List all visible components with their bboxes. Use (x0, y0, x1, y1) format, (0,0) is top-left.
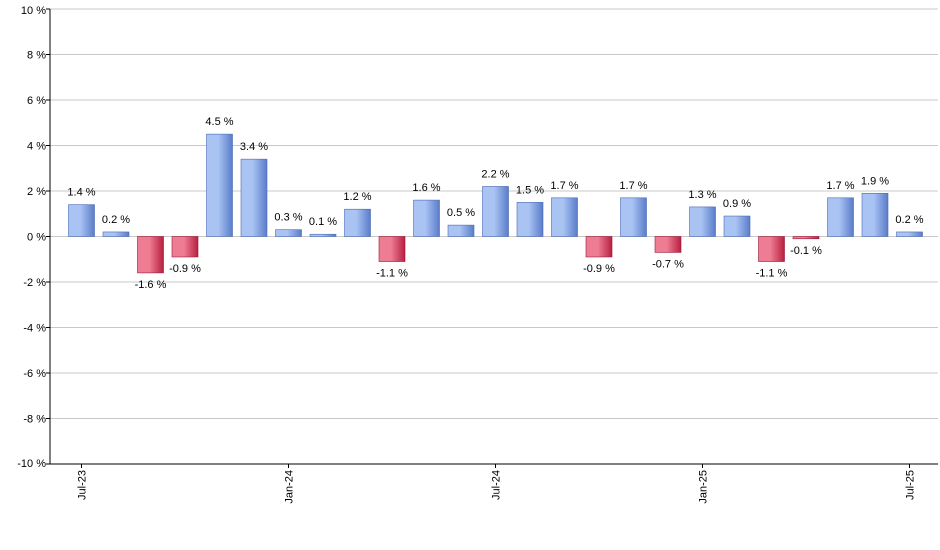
bar (827, 197, 854, 237)
x-axis-tick-labels: Jul-23 Jan-24 Jul-24 Jan-25 Jul-25 (77, 470, 917, 504)
y-axis-tick-label: 4 % (27, 141, 46, 153)
y-axis-tick-label: 10 % (21, 5, 46, 17)
bar (689, 206, 716, 237)
x-axis-tick-label: Jan-25 (698, 470, 710, 504)
x-axis-tick-label: Jan-24 (284, 470, 296, 504)
data-label: -1.1 % (756, 268, 788, 280)
data-label: 2.2 % (481, 168, 509, 180)
data-label: 0.9 % (723, 198, 751, 210)
data-label: 1.5 % (516, 184, 544, 196)
data-label: 1.2 % (343, 191, 371, 203)
y-axis-tick-label: 0 % (27, 232, 46, 244)
data-label: 1.6 % (412, 182, 440, 194)
bar (654, 236, 682, 253)
data-label: 1.7 % (619, 180, 647, 192)
bar (585, 236, 613, 258)
bar (240, 158, 268, 237)
bar (171, 236, 199, 258)
bar (68, 204, 95, 237)
data-label: 0.2 % (102, 214, 130, 226)
bar (275, 229, 302, 237)
bar (309, 233, 337, 237)
bar (758, 236, 785, 262)
bar (137, 236, 164, 274)
bar (896, 231, 923, 237)
data-label: 3.4 % (240, 141, 268, 153)
bar (413, 199, 440, 237)
data-label: -0.9 % (583, 263, 615, 275)
data-label: 1.3 % (688, 189, 716, 201)
data-label: -0.1 % (790, 245, 822, 257)
data-label: -0.7 % (652, 258, 684, 270)
y-axis-tick-label: -4 % (23, 323, 46, 335)
data-label: -0.9 % (169, 263, 201, 275)
axes (46, 8, 938, 468)
bar (551, 197, 578, 237)
data-label: 1.7 % (826, 180, 854, 192)
data-label: -1.6 % (135, 279, 167, 291)
bar (206, 133, 233, 237)
data-label: 0.3 % (274, 212, 302, 224)
bar (516, 202, 544, 237)
y-axis-tick-label: -6 % (23, 368, 46, 380)
bar (482, 186, 509, 237)
data-label: 4.5 % (205, 116, 233, 128)
bar (620, 197, 647, 237)
data-label: 1.4 % (67, 187, 95, 199)
data-label: 1.9 % (861, 175, 889, 187)
y-axis-tick-label: -2 % (23, 277, 46, 289)
bar (344, 208, 371, 237)
data-labels: 1.4 %0.2 %-1.6 %-0.9 %4.5 %3.4 %0.3 % 0.1… (67, 116, 923, 291)
data-label: 0.1 % (309, 216, 337, 228)
data-label: 0.2 % (895, 214, 923, 226)
y-axis-tick-label: -8 % (23, 414, 46, 426)
data-label: 0.5 % (447, 207, 475, 219)
y-axis-tick-labels: 10 % 8 % 6 % 4 % 2 % 0 % -2 % -4 % -6 % -8 % -10 % (17, 5, 46, 470)
y-axis-tick-label: -10 % (17, 458, 46, 470)
y-axis-tick-label: 6 % (27, 95, 46, 107)
y-axis-tick-label: 2 % (27, 186, 46, 198)
bar (447, 224, 475, 237)
data-label: 1.7 % (550, 180, 578, 192)
bar (102, 231, 130, 237)
bar (792, 236, 820, 240)
bar (378, 236, 406, 262)
x-axis-tick-label: Jul-25 (905, 470, 917, 500)
x-axis-tick-label: Jul-23 (77, 470, 89, 500)
x-axis-tick-label: Jul-24 (491, 470, 503, 500)
bars (68, 133, 923, 274)
data-label: -1.1 % (376, 268, 408, 280)
y-axis-tick-label: 8 % (27, 50, 46, 62)
bar (723, 215, 751, 237)
bar (861, 192, 889, 237)
